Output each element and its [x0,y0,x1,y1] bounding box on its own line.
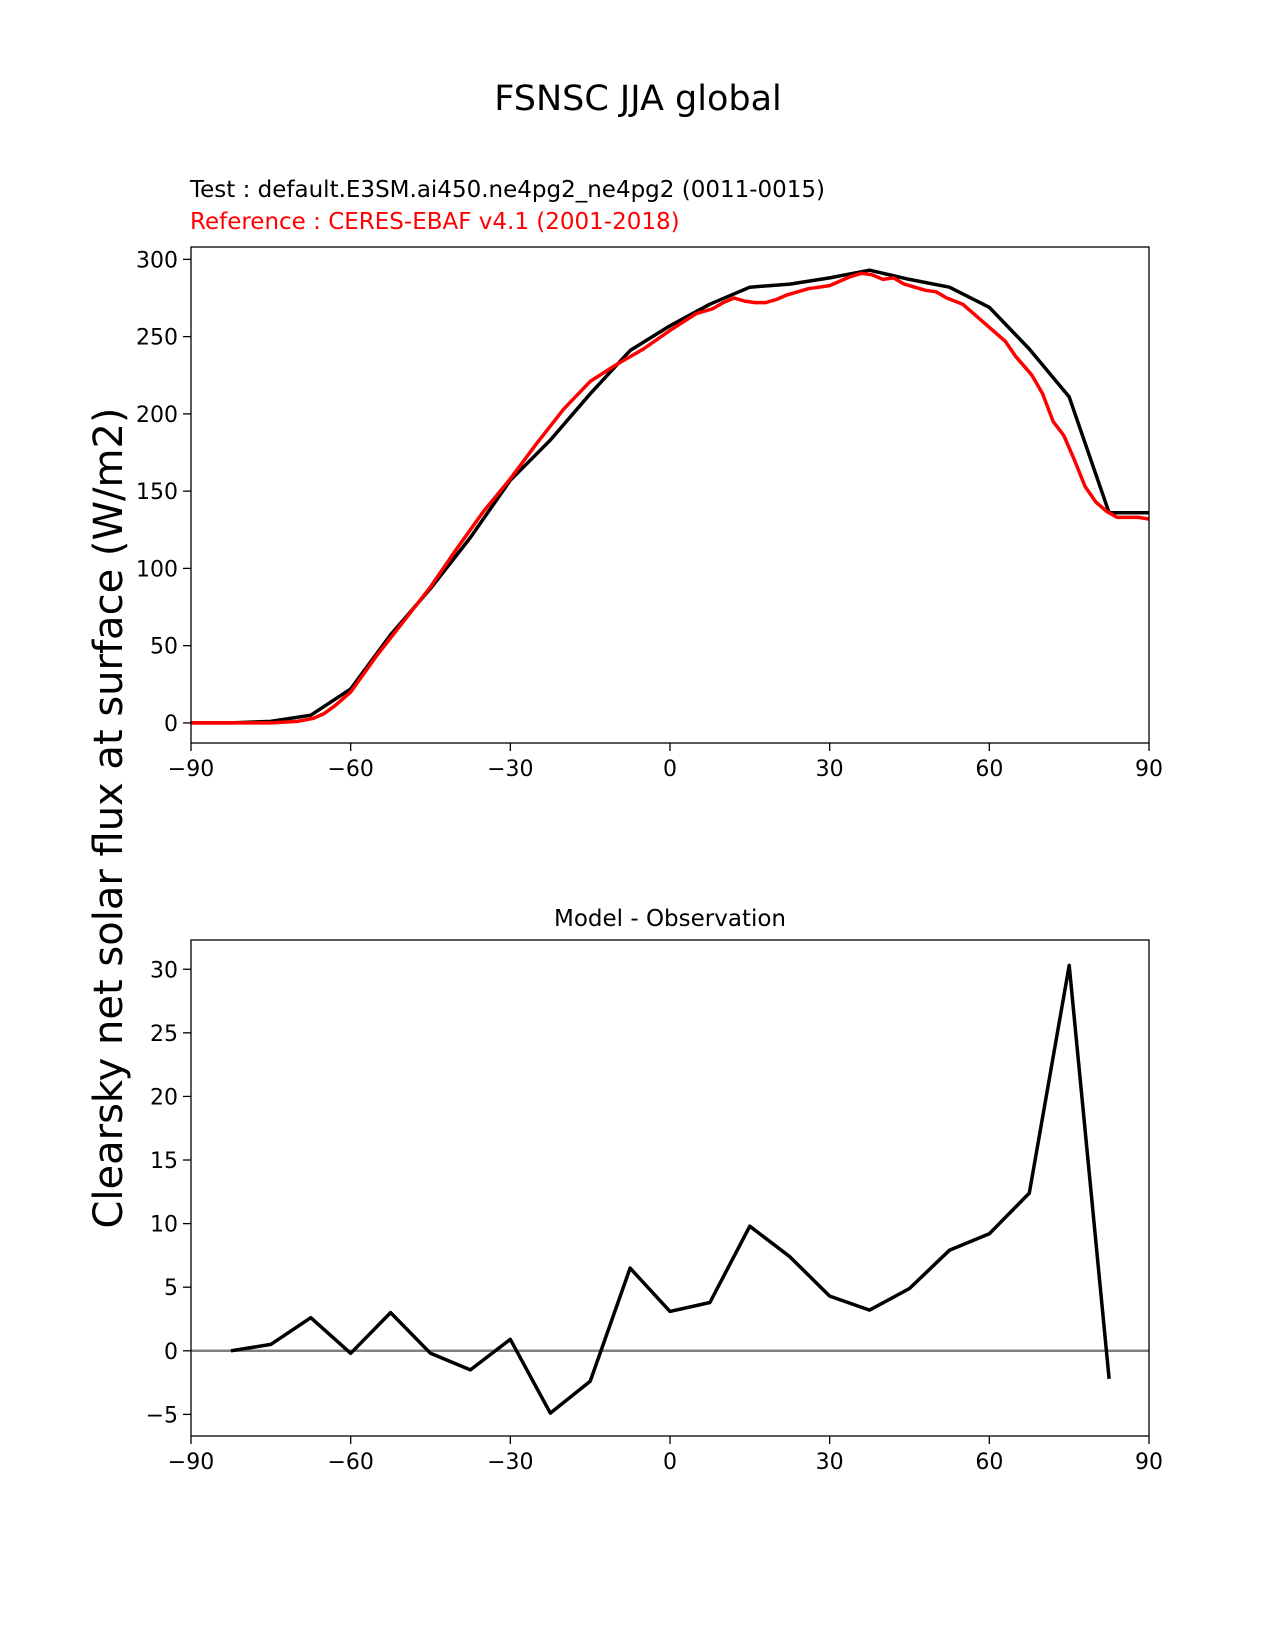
y-tick-label: 100 [136,557,178,582]
x-tick-label: 90 [1135,1450,1163,1475]
y-tick-label: 300 [136,248,178,273]
x-tick-label: −30 [487,757,533,782]
reference-label: Reference : CERES-EBAF v4.1 (2001-2018) [190,209,680,235]
test-label: Test : default.E3SM.ai450.ne4pg2_ne4pg2 … [189,177,825,203]
top-axis-ticks: −90 −60 −30 0 30 60 90 0 50 100 150 200 250 300 [136,248,1163,782]
y-tick-label: 20 [150,1085,178,1110]
y-tick-label: 250 [136,326,178,351]
test-series-line [191,268,1149,725]
y-tick-label: 200 [136,403,178,428]
top-series-lines [191,268,1150,725]
bottom-axes-frame [190,939,1150,1437]
bottom-series-lines [191,963,1149,1415]
x-tick-label: 90 [1135,757,1163,782]
y-tick-label: 50 [150,635,178,660]
y-tick-label: 0 [164,712,178,737]
x-tick-label: −60 [327,1450,373,1475]
x-tick-label: 30 [816,757,844,782]
figure-ylabel: Clearsky net solar flux at surface (W/m2… [86,407,132,1228]
y-tick-label: 0 [164,1340,178,1365]
figure-title: FSNSC JJA global [494,79,782,119]
y-tick-label: −5 [146,1403,178,1428]
x-tick-label: 60 [975,1450,1003,1475]
difference-series-line [230,963,1111,1415]
y-tick-label: 15 [150,1149,178,1174]
y-tick-label: 30 [150,958,178,983]
y-tick-label: 10 [150,1213,178,1238]
reference-series-line [191,271,1150,725]
y-tick-label: 150 [136,480,178,505]
y-tick-label: 25 [150,1022,178,1047]
x-tick-label: −60 [327,757,373,782]
x-tick-label: 0 [663,1450,677,1475]
x-tick-label: 30 [816,1450,844,1475]
x-tick-label: 0 [663,757,677,782]
bottom-panel: Model - Observation −90 −60 −30 0 30 60 90 −5 0 5… [146,906,1163,1475]
x-tick-label: −30 [487,1450,533,1475]
top-panel: Test : default.E3SM.ai450.ne4pg2_ne4pg2 … [136,177,1163,782]
y-tick-label: 5 [164,1276,178,1301]
x-tick-label: −90 [168,757,214,782]
bottom-title: Model - Observation [554,906,786,932]
x-tick-label: −90 [168,1450,214,1475]
bottom-axis-ticks: −90 −60 −30 0 30 60 90 −5 0 5 10 15 20 25 30 [146,958,1163,1475]
top-axes-frame [190,246,1150,744]
x-tick-label: 60 [975,757,1003,782]
